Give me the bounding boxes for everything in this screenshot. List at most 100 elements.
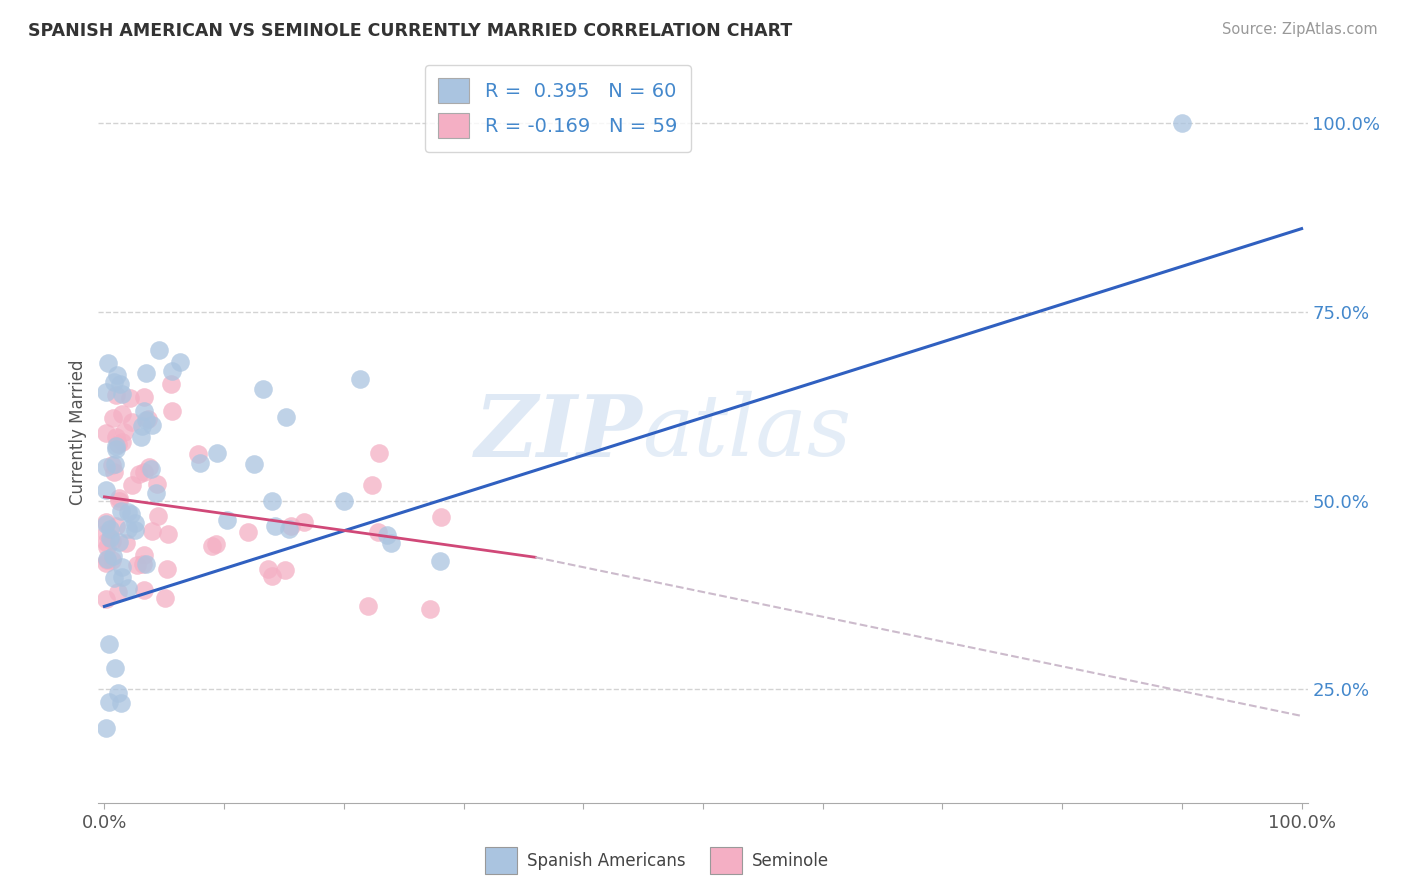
Point xyxy=(111,435,134,450)
Point xyxy=(135,557,157,571)
Point xyxy=(108,376,131,391)
Point xyxy=(274,409,297,424)
Point xyxy=(111,387,134,401)
Point xyxy=(141,524,163,538)
Point xyxy=(94,592,117,607)
Point xyxy=(117,505,139,519)
Point xyxy=(97,637,120,651)
Text: SPANISH AMERICAN VS SEMINOLE CURRENTLY MARRIED CORRELATION CHART: SPANISH AMERICAN VS SEMINOLE CURRENTLY M… xyxy=(28,22,793,40)
Point xyxy=(128,467,150,482)
Point xyxy=(160,364,183,378)
Point xyxy=(110,696,132,710)
Point xyxy=(100,553,122,567)
Point xyxy=(260,569,283,583)
Point xyxy=(117,582,139,596)
Point xyxy=(125,558,148,573)
Point xyxy=(188,456,211,470)
Point xyxy=(118,391,141,405)
Point xyxy=(94,425,117,440)
Point xyxy=(135,366,157,380)
Point xyxy=(429,554,451,568)
Point xyxy=(103,571,125,585)
Point xyxy=(153,591,176,605)
Point xyxy=(104,387,127,401)
Text: ZIP: ZIP xyxy=(475,391,643,475)
Text: Spanish Americans: Spanish Americans xyxy=(527,852,686,870)
Point xyxy=(205,537,228,551)
Point xyxy=(94,526,117,541)
Point xyxy=(96,551,118,566)
Point xyxy=(273,563,295,577)
Point xyxy=(105,442,128,456)
Point xyxy=(103,465,125,479)
Point xyxy=(108,494,131,508)
Point xyxy=(134,549,156,563)
Point xyxy=(139,462,162,476)
Point xyxy=(103,411,125,425)
Point xyxy=(98,695,121,709)
Point xyxy=(135,413,157,427)
Point xyxy=(107,437,129,451)
Text: Seminole: Seminole xyxy=(752,852,830,870)
Point xyxy=(107,585,129,599)
Point xyxy=(238,525,260,540)
Point xyxy=(132,404,155,418)
Point xyxy=(252,383,274,397)
Point xyxy=(375,528,398,542)
Point xyxy=(361,477,384,491)
Point xyxy=(367,446,389,460)
Point xyxy=(110,504,132,518)
Point xyxy=(108,535,131,549)
Point xyxy=(111,560,134,574)
Point xyxy=(132,390,155,404)
Point xyxy=(108,491,131,505)
Point xyxy=(112,425,135,439)
Point xyxy=(101,549,124,564)
Point xyxy=(104,457,127,471)
Point xyxy=(129,430,152,444)
Point xyxy=(104,661,127,675)
Point xyxy=(121,478,143,492)
Point xyxy=(1171,116,1194,130)
Point xyxy=(367,525,389,540)
Point xyxy=(292,515,315,529)
Point xyxy=(111,407,134,421)
Point xyxy=(97,356,120,370)
Text: Source: ZipAtlas.com: Source: ZipAtlas.com xyxy=(1222,22,1378,37)
Point xyxy=(146,509,169,524)
Point xyxy=(280,519,302,533)
Point xyxy=(96,553,118,567)
Legend: R =  0.395   N = 60, R = -0.169   N = 59: R = 0.395 N = 60, R = -0.169 N = 59 xyxy=(425,65,690,152)
Point xyxy=(145,486,167,500)
Point xyxy=(349,371,371,385)
Point xyxy=(136,412,159,426)
Point xyxy=(132,582,155,597)
Point xyxy=(115,535,138,549)
Point xyxy=(242,457,264,471)
Point xyxy=(94,515,117,529)
Point xyxy=(103,375,125,389)
Point xyxy=(96,535,118,549)
Point xyxy=(96,483,118,497)
Point xyxy=(419,602,441,616)
Point xyxy=(121,415,143,429)
Point xyxy=(148,343,170,357)
Point xyxy=(98,521,121,535)
Point xyxy=(134,465,156,479)
Point xyxy=(160,404,183,418)
Point xyxy=(257,562,280,576)
Point xyxy=(156,561,179,575)
Point xyxy=(101,533,124,548)
Point xyxy=(141,418,163,433)
Point xyxy=(111,570,134,584)
Point xyxy=(94,459,117,474)
Point xyxy=(277,522,299,536)
Point xyxy=(124,516,146,531)
Point xyxy=(169,355,191,369)
Point xyxy=(159,377,181,392)
Point xyxy=(187,447,209,461)
Point xyxy=(107,685,129,699)
Point xyxy=(156,527,179,541)
Point xyxy=(104,430,127,444)
Y-axis label: Currently Married: Currently Married xyxy=(69,359,87,506)
